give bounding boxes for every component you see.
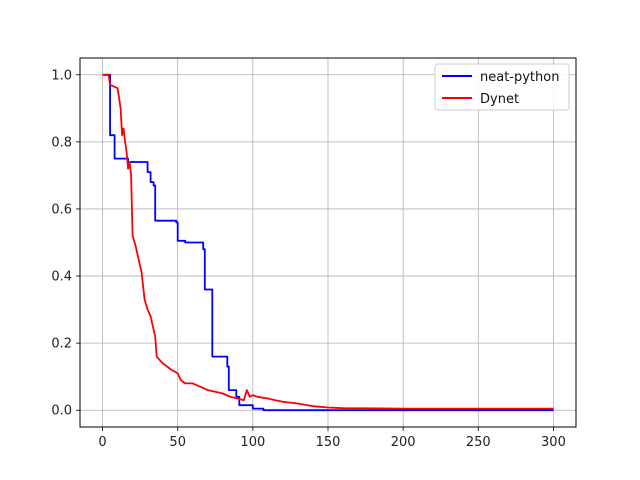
series-line-neat-python <box>102 73 554 412</box>
x-tick-label: 300 <box>541 435 566 450</box>
y-tick-label: 0.4 <box>51 270 72 285</box>
axis-ticks: 0 50 100 150 200 250 300 0.0 0.2 0.4 0.6 0.8 1.0 <box>51 68 566 450</box>
series-line-dynet <box>102 73 554 410</box>
legend-label-dynet: Dynet <box>480 92 519 107</box>
y-tick-label: 0.6 <box>51 202 72 217</box>
x-tick-label: 0 <box>98 435 106 450</box>
series-lines <box>102 73 554 412</box>
grid <box>80 58 576 427</box>
legend-label-neat-python: neat-python <box>480 70 559 85</box>
legend: neat-python Dynet <box>434 63 570 111</box>
y-tick-label: 1.0 <box>51 68 72 83</box>
x-tick-label: 150 <box>316 435 341 450</box>
x-tick-label: 100 <box>240 435 265 450</box>
y-tick-label: 0.2 <box>51 337 72 352</box>
y-tick-label: 0.0 <box>51 404 72 419</box>
x-tick-label: 250 <box>466 435 491 450</box>
x-tick-label: 50 <box>169 435 186 450</box>
y-tick-label: 0.8 <box>51 135 72 150</box>
x-tick-label: 200 <box>391 435 416 450</box>
